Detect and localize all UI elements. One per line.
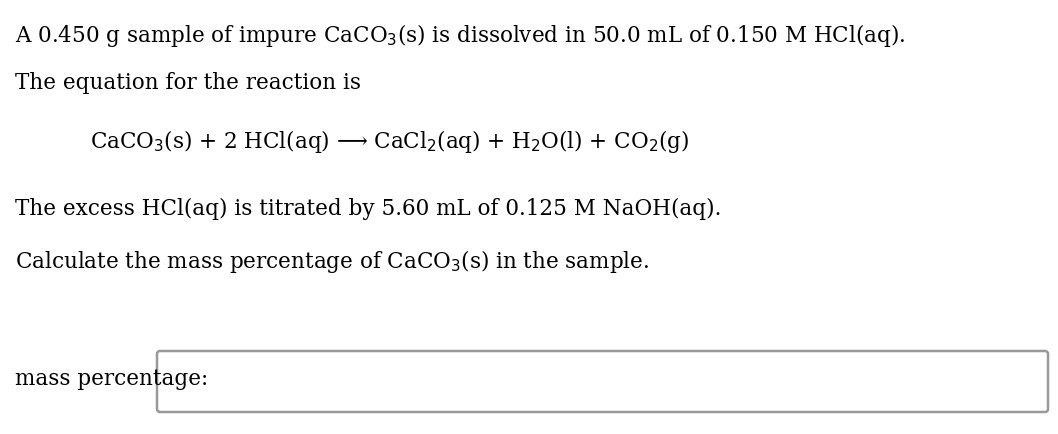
Text: Calculate the mass percentage of CaCO$_3$(s) in the sample.: Calculate the mass percentage of CaCO$_3…	[15, 247, 650, 274]
Text: The equation for the reaction is: The equation for the reaction is	[15, 72, 361, 94]
Text: A 0.450 g sample of impure CaCO$_3$(s) is dissolved in 50.0 mL of 0.150 M HCl(aq: A 0.450 g sample of impure CaCO$_3$(s) i…	[15, 22, 906, 49]
Text: mass percentage:: mass percentage:	[15, 367, 208, 389]
FancyBboxPatch shape	[157, 351, 1048, 412]
Text: CaCO$_3$(s) + 2 HCl(aq) ⟶ CaCl$_2$(aq) + H$_2$O(l) + CO$_2$(g): CaCO$_3$(s) + 2 HCl(aq) ⟶ CaCl$_2$(aq) +…	[90, 128, 689, 155]
Text: The excess HCl(aq) is titrated by 5.60 mL of 0.125 M NaOH(aq).: The excess HCl(aq) is titrated by 5.60 m…	[15, 197, 722, 220]
